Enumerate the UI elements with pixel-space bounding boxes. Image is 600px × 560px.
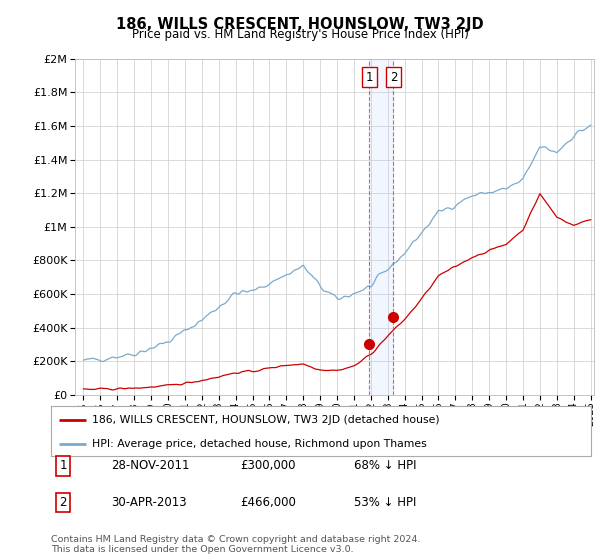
Text: 1: 1 [59,459,67,473]
Text: HPI: Average price, detached house, Richmond upon Thames: HPI: Average price, detached house, Rich… [91,439,426,449]
Text: £466,000: £466,000 [240,496,296,509]
Text: 68% ↓ HPI: 68% ↓ HPI [354,459,416,473]
Text: Contains HM Land Registry data © Crown copyright and database right 2024.
This d: Contains HM Land Registry data © Crown c… [51,535,421,554]
Text: 2: 2 [389,71,397,83]
Bar [370,59,394,395]
Text: 186, WILLS CRESCENT, HOUNSLOW, TW3 2JD: 186, WILLS CRESCENT, HOUNSLOW, TW3 2JD [116,17,484,32]
Text: £300,000: £300,000 [240,459,296,473]
Text: 186, WILLS CRESCENT, HOUNSLOW, TW3 2JD (detached house): 186, WILLS CRESCENT, HOUNSLOW, TW3 2JD (… [91,415,439,425]
Text: 28-NOV-2011: 28-NOV-2011 [111,459,190,473]
Text: Price paid vs. HM Land Registry's House Price Index (HPI): Price paid vs. HM Land Registry's House … [131,28,469,41]
Text: 2: 2 [59,496,67,509]
Text: 1: 1 [365,71,373,83]
Text: 53% ↓ HPI: 53% ↓ HPI [354,496,416,509]
Text: 30-APR-2013: 30-APR-2013 [111,496,187,509]
